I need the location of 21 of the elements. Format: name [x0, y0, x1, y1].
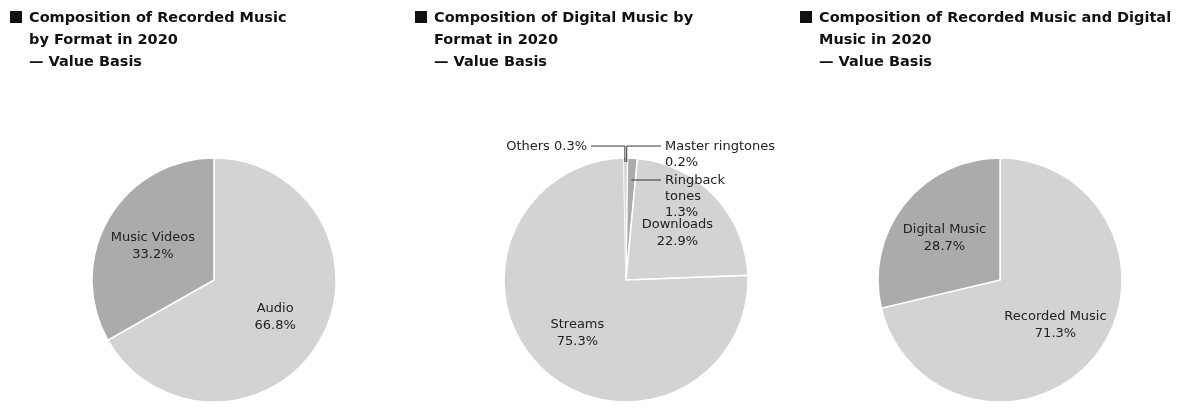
chart-title: Composition of Digital Music by Format in 2020 [434, 8, 695, 49]
slice-label: Streams [550, 315, 605, 331]
chart-title: Composition of Recorded Music by Format in 2020 [29, 8, 288, 49]
slice-label: Master ringtones [665, 138, 776, 153]
slice-label: Digital Music [902, 220, 987, 236]
slice-label: Music Videos [110, 228, 196, 244]
data-label: 75.3% [556, 332, 599, 348]
slice-label: Audio [256, 300, 294, 316]
data-label: 28.7% [923, 237, 966, 253]
chart-subtitle: — Value Basis [819, 52, 933, 71]
chart-title: Composition of Recorded Music and Digital Music in 2020 [819, 8, 1173, 49]
data-label: 0.2% [665, 154, 699, 169]
chart-subtitle: — Value Basis [29, 52, 143, 71]
data-label: 71.3% [1034, 325, 1077, 341]
data-label: 66.8% [254, 317, 296, 333]
chart-subtitle: — Value Basis [434, 52, 548, 71]
slice-label: Ringback tones [665, 172, 726, 203]
data-label: 22.9% [656, 232, 699, 248]
slice-label: Others 0.3% [506, 138, 587, 153]
slice-label: Recorded Music [1004, 308, 1107, 324]
data-label: 33.2% [132, 245, 174, 261]
